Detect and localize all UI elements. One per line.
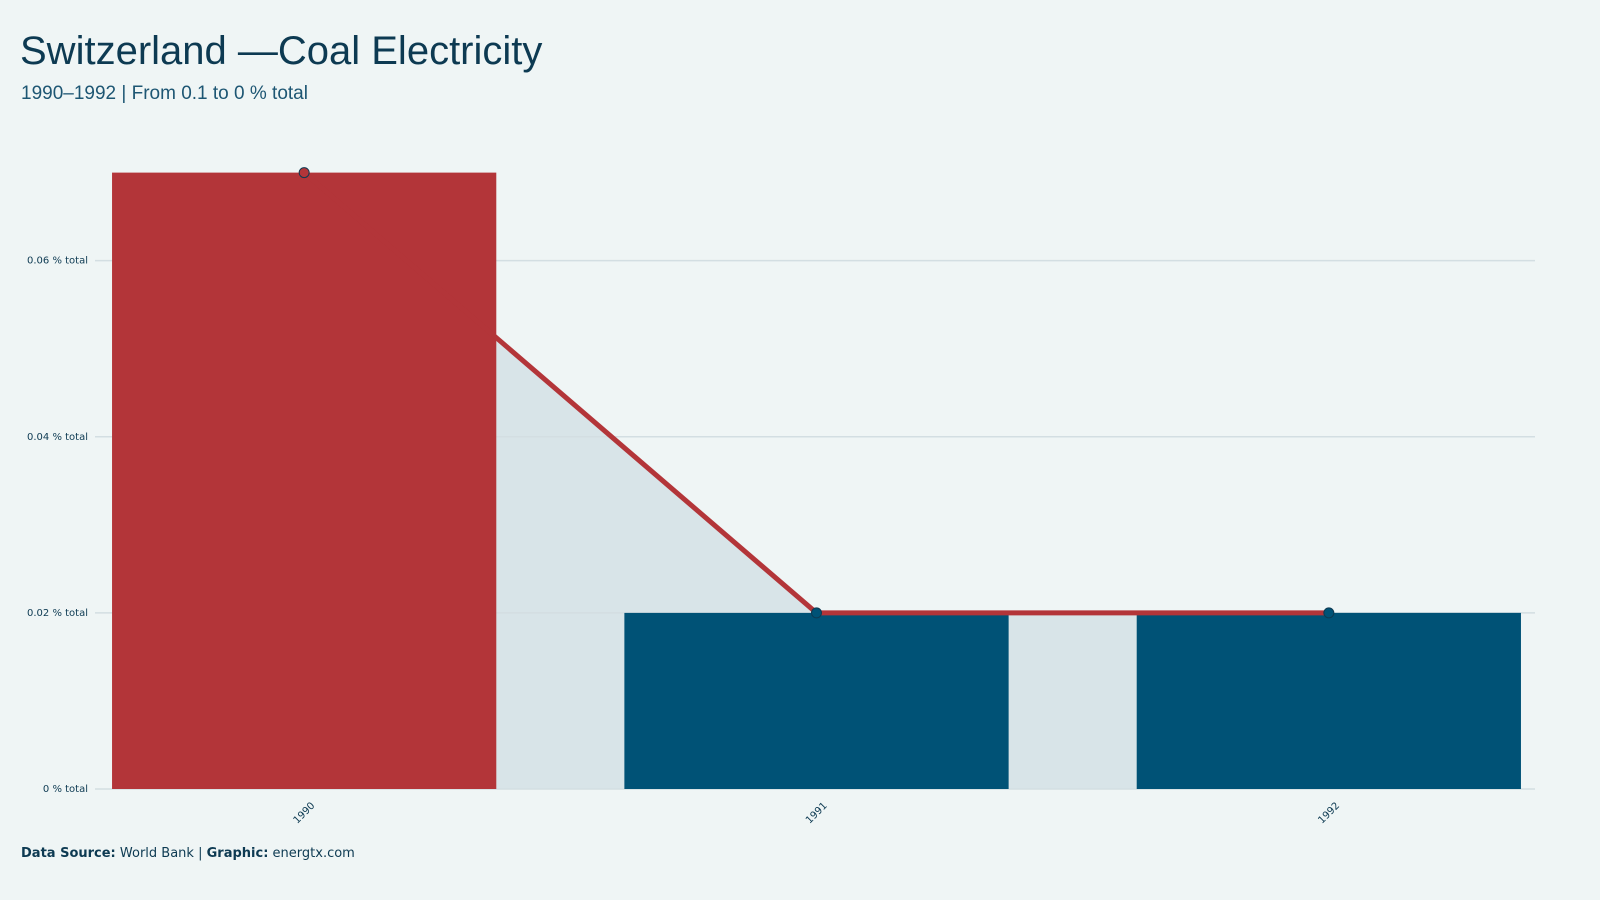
y-tick-label: 0.06 % total — [27, 256, 88, 267]
bar — [624, 612, 1009, 789]
bar — [1136, 612, 1521, 789]
area — [304, 172, 1329, 790]
x-tick-label: 1990 — [292, 800, 318, 826]
y-tick-label: 0 % total — [43, 784, 88, 795]
x-tick-label: 1991 — [804, 800, 830, 826]
x-tick-label: 1992 — [1316, 800, 1342, 826]
chart-title: Switzerland —Coal Electricity — [20, 29, 542, 73]
source-label: Data Source: — [21, 846, 116, 861]
graphic: energtx.com — [273, 846, 355, 861]
y-tick-label: 0.04 % total — [27, 432, 88, 443]
footer: Data Source: World Bank | Graphic: energ… — [21, 846, 355, 861]
graphic-label: Graphic: — [207, 846, 269, 861]
source: World Bank — [120, 846, 195, 861]
bar — [112, 172, 497, 790]
point — [811, 607, 822, 619]
point — [298, 167, 310, 179]
y-tick-label: 0.02 % total — [27, 608, 88, 619]
point — [1323, 607, 1335, 619]
separator: | — [198, 846, 202, 861]
chart-subtitle: 1990–1992 | From 0.1 to 0 % total — [21, 83, 308, 104]
